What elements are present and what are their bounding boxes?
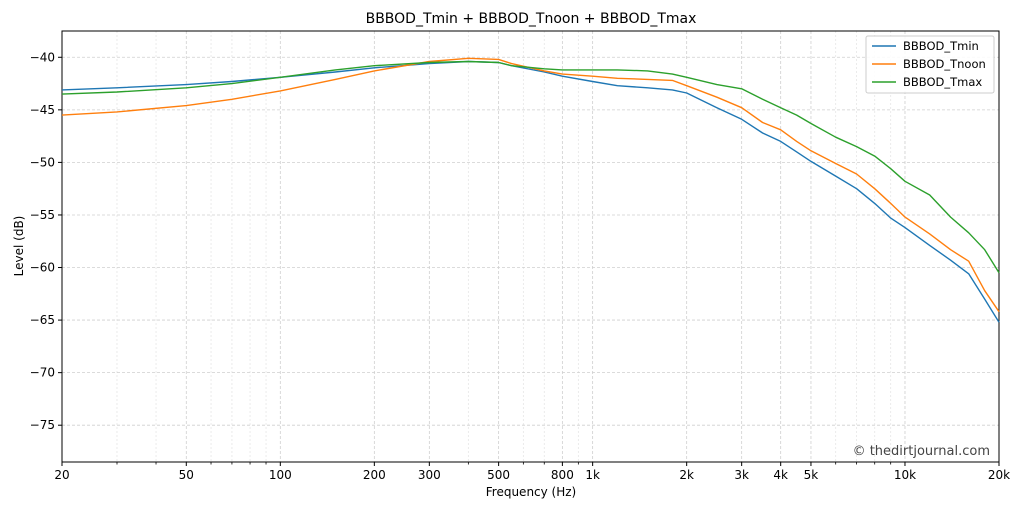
legend: BBBOD_Tmin BBBOD_Tnoon BBBOD_Tmax <box>865 35 995 94</box>
y-tick-label: −70 <box>30 366 55 380</box>
x-tick-label: 200 <box>363 468 386 482</box>
x-tick-label: 50 <box>179 468 194 482</box>
x-tick-label: 20k <box>988 468 1010 482</box>
legend-label: BBBOD_Tmax <box>903 75 982 89</box>
x-tick-label: 500 <box>487 468 510 482</box>
y-tick-label: −65 <box>30 313 55 327</box>
series <box>61 57 1000 323</box>
y-axis-label: Level (dB) <box>12 216 26 277</box>
watermark: © thedirtjournal.com <box>853 444 990 459</box>
x-tick-label: 20 <box>54 468 69 482</box>
x-axis-label: Frequency (Hz) <box>486 485 577 499</box>
y-tick-label: −75 <box>30 418 55 432</box>
y-tick-label: −50 <box>30 155 55 169</box>
plot-area <box>61 30 1000 463</box>
series-line-bbbod-tmin <box>61 60 1000 323</box>
x-tick-label: 4k <box>773 468 788 482</box>
series-line-bbbod-tnoon <box>61 57 1000 313</box>
legend-label: BBBOD_Tnoon <box>903 57 986 71</box>
legend-label: BBBOD_Tmin <box>903 39 979 53</box>
axis-ticks: 20 50 100 200 300 500 800 1k 2k 3k 4k 5k 10k 20k −40 −4… <box>30 50 1010 482</box>
grid <box>61 31 1000 462</box>
x-tick-label: 10k <box>894 468 916 482</box>
series-line-bbbod-tmax <box>61 60 1000 274</box>
x-tick-label: 2k <box>679 468 694 482</box>
chart-title: BBBOD_Tmin + BBBOD_Tnoon + BBBOD_Tmax <box>366 11 697 27</box>
y-tick-label: −40 <box>30 50 55 64</box>
y-tick-label: −55 <box>30 208 55 222</box>
x-tick-label: 5k <box>804 468 819 482</box>
x-tick-label: 3k <box>734 468 749 482</box>
x-tick-label: 800 <box>551 468 574 482</box>
legend-box <box>865 35 995 94</box>
x-tick-label: 100 <box>269 468 292 482</box>
x-tick-label: 300 <box>418 468 441 482</box>
y-tick-label: −60 <box>30 261 55 275</box>
y-tick-label: −45 <box>30 103 55 117</box>
x-tick-label: 1k <box>585 468 600 482</box>
